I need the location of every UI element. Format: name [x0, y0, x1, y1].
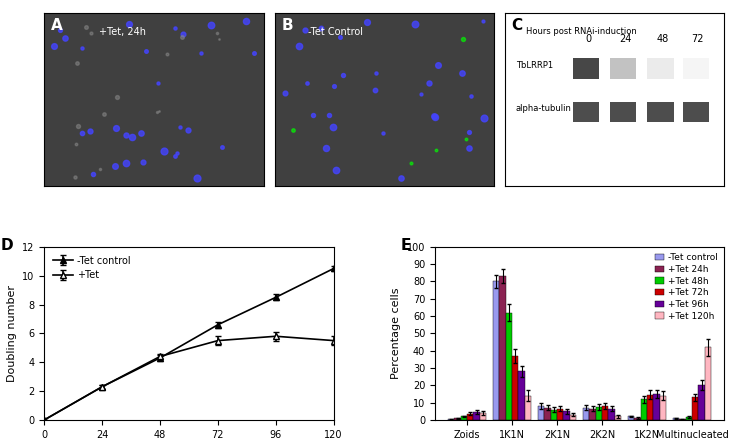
Text: 0: 0	[585, 34, 591, 44]
Bar	[500, 276, 505, 420]
Bar	[705, 347, 711, 420]
Legend: -Tet control, +Tet: -Tet control, +Tet	[50, 252, 135, 284]
Legend: -Tet control, +Tet 24h, +Tet 48h, +Tet 72h, +Tet 96h, +Tet 120h: -Tet control, +Tet 24h, +Tet 48h, +Tet 7…	[653, 251, 720, 323]
Bar	[679, 419, 686, 420]
Text: Hours post RNAi-induction: Hours post RNAi-induction	[526, 27, 637, 36]
Bar	[610, 102, 636, 122]
Text: B: B	[282, 19, 293, 34]
Bar	[660, 396, 666, 420]
Bar	[551, 410, 557, 420]
Bar	[448, 419, 454, 420]
Bar	[557, 409, 563, 420]
Bar	[683, 58, 709, 79]
Bar	[563, 411, 570, 420]
Bar	[683, 102, 709, 122]
Bar	[573, 58, 599, 79]
Bar	[608, 409, 615, 420]
Bar	[615, 416, 621, 420]
Text: +Tet, 24h: +Tet, 24h	[99, 27, 146, 37]
Text: D: D	[1, 238, 13, 253]
Bar	[698, 385, 705, 420]
Bar	[653, 394, 660, 420]
Text: 24: 24	[619, 34, 632, 44]
Bar	[460, 416, 467, 420]
Bar	[686, 417, 692, 420]
Text: TbLRRP1: TbLRRP1	[516, 61, 553, 70]
Bar	[647, 395, 653, 420]
Bar	[573, 102, 599, 122]
Y-axis label: Percentage cells: Percentage cells	[391, 288, 401, 379]
Bar	[545, 408, 551, 420]
Bar	[634, 418, 641, 420]
Bar	[454, 418, 460, 420]
Bar	[596, 407, 602, 420]
Y-axis label: Doubling number: Doubling number	[7, 285, 17, 382]
Bar	[583, 408, 590, 420]
Bar	[692, 397, 698, 420]
Bar	[673, 418, 679, 420]
Text: E: E	[401, 238, 411, 253]
Bar	[538, 406, 545, 420]
Bar	[505, 312, 512, 420]
Bar	[590, 409, 596, 420]
Bar	[525, 396, 531, 420]
Text: A: A	[51, 19, 63, 34]
Bar	[647, 58, 674, 79]
Bar	[647, 102, 674, 122]
Bar	[641, 399, 647, 420]
Bar	[602, 406, 608, 420]
Text: alpha-tubulin: alpha-tubulin	[516, 104, 572, 113]
Text: 48: 48	[657, 34, 669, 44]
Bar	[480, 413, 486, 420]
Bar	[519, 371, 525, 420]
Bar	[493, 282, 500, 420]
Text: 72: 72	[692, 34, 704, 44]
Bar	[610, 58, 636, 79]
Text: -Tet Control: -Tet Control	[307, 27, 363, 37]
Bar	[570, 415, 576, 420]
Bar	[512, 356, 519, 420]
Text: C: C	[511, 19, 522, 34]
Bar	[467, 414, 474, 420]
Bar	[628, 416, 634, 420]
Bar	[474, 412, 480, 420]
